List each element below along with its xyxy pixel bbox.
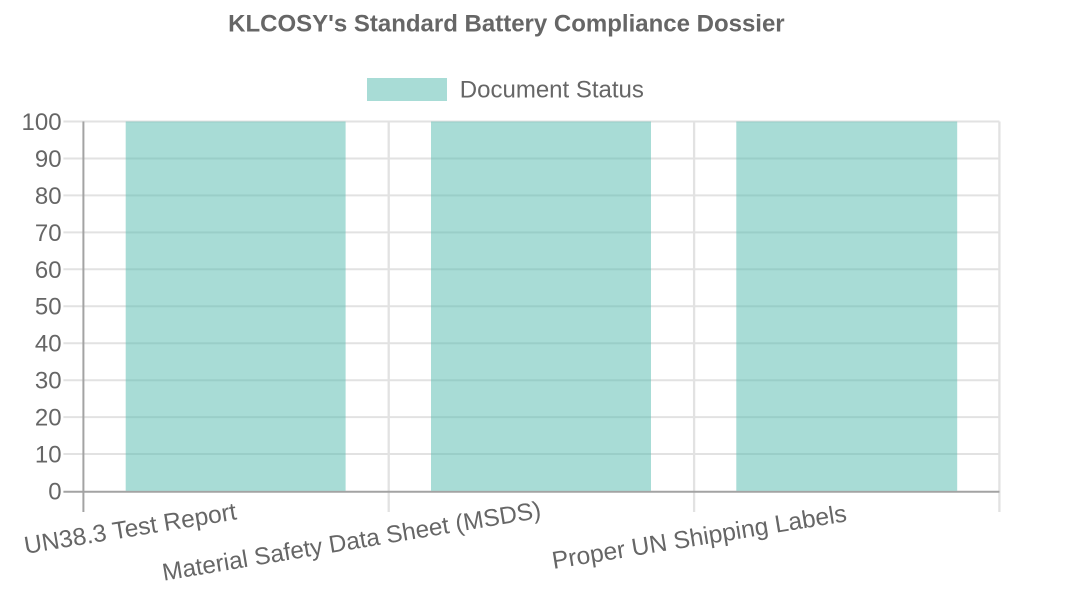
svg-text:100: 100: [22, 109, 62, 136]
svg-text:50: 50: [35, 294, 62, 321]
svg-text:10: 10: [35, 442, 62, 469]
svg-text:40: 40: [35, 331, 62, 358]
svg-text:60: 60: [35, 257, 62, 284]
svg-text:70: 70: [35, 220, 62, 247]
svg-text:90: 90: [35, 146, 62, 173]
svg-text:0: 0: [48, 479, 61, 506]
svg-text:20: 20: [35, 405, 62, 432]
svg-text:Document Status: Document Status: [460, 77, 644, 104]
svg-text:80: 80: [35, 183, 62, 210]
svg-text:30: 30: [35, 368, 62, 395]
svg-text:KLCOSY's Standard Battery Comp: KLCOSY's Standard Battery Compliance Dos…: [228, 10, 785, 37]
